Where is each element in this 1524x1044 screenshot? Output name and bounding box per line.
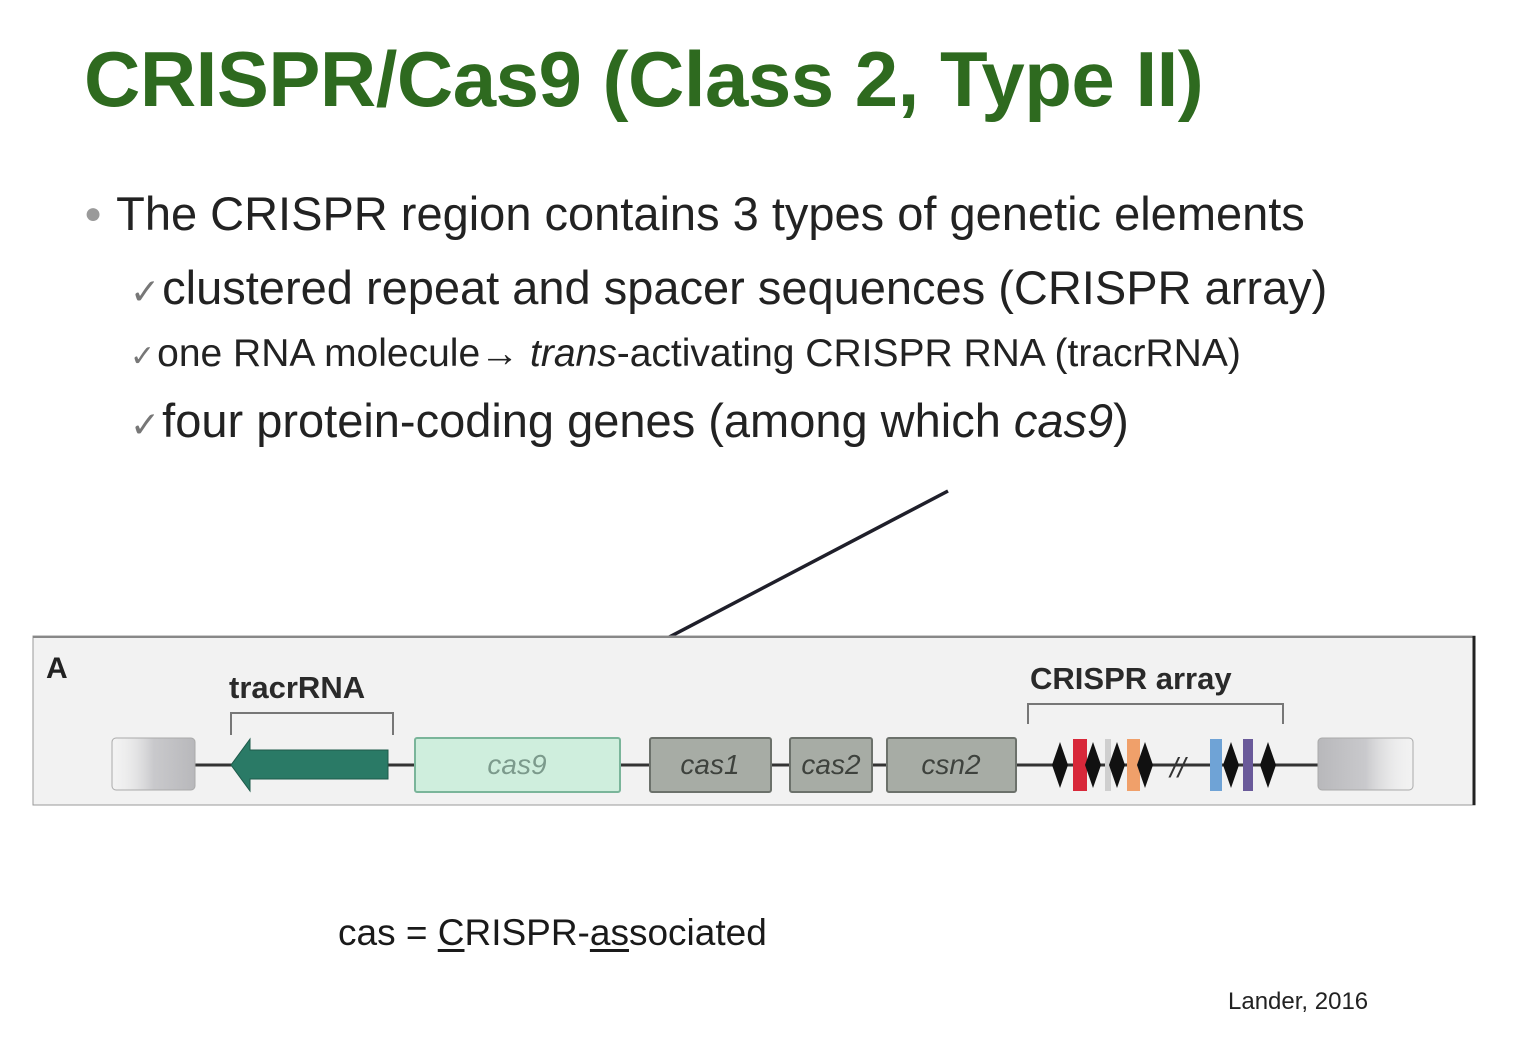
gene-csn2-label: csn2	[921, 749, 981, 780]
bullet-main: ● The CRISPR region contains 3 types of g…	[84, 186, 1305, 241]
panel-label: A	[46, 652, 68, 685]
footnote-suffix: sociated	[628, 912, 767, 953]
repeat-diamond	[1109, 742, 1125, 788]
footnote-as: as	[589, 912, 629, 953]
gene-cas9-label: cas9	[487, 749, 546, 780]
repeat-diamond	[1137, 742, 1153, 788]
slide-title: CRISPR/Cas9 (Class 2, Type II)	[84, 35, 1204, 123]
crispr-array-label: CRISPR array	[1030, 661, 1232, 696]
sub-bullet-protein-genes: ✓four protein-coding genes (among which …	[130, 393, 1129, 448]
spacer-orange	[1127, 739, 1140, 791]
bullet-main-text: The CRISPR region contains 3 types of ge…	[116, 187, 1305, 240]
gene-csn2	[886, 737, 1017, 793]
tracrrna-bracket	[230, 712, 394, 735]
sub-bullet-italic: trans	[530, 332, 617, 375]
footnote-cas-definition: cas = CRISPR-associated	[338, 912, 767, 954]
repeat-diamond	[1223, 742, 1239, 788]
locus-end-left	[111, 737, 196, 791]
sub-bullet-crispr-array: ✓clustered repeat and spacer sequences (…	[130, 260, 1327, 315]
footnote-c: C	[437, 912, 465, 953]
spacer-red	[1073, 739, 1087, 791]
gene-cas2	[789, 737, 873, 793]
gene-cas1	[649, 737, 772, 793]
right-arrow-icon: →	[480, 332, 530, 375]
tracrrna-arrow-icon	[230, 737, 389, 793]
sub-bullet-text-b: -activating CRISPR RNA (tracrRNA)	[616, 332, 1241, 375]
checkmark-icon: ✓	[130, 340, 156, 373]
tracrrna-label: tracrRNA	[229, 670, 365, 705]
checkmark-icon: ✓	[130, 404, 161, 445]
sub-bullet-text-a: one RNA molecule	[157, 332, 481, 375]
repeat-diamond	[1085, 742, 1101, 788]
gene-cas9	[414, 737, 621, 793]
crispr-array-bracket	[1027, 703, 1284, 724]
break-mark: //	[1168, 752, 1189, 783]
bullet-dot-icon: ●	[84, 196, 103, 230]
checkmark-icon: ✓	[130, 271, 161, 312]
spacer-blue	[1210, 739, 1222, 791]
footnote-prefix: cas =	[338, 912, 438, 953]
footnote-mid: RISPR-	[464, 912, 590, 953]
spacer-gray	[1105, 739, 1111, 791]
spacer-purple	[1243, 739, 1253, 791]
gene-cas2-label: cas2	[801, 749, 861, 780]
sub-bullet-italic: cas9	[1013, 394, 1114, 447]
repeat-diamond	[1260, 742, 1276, 788]
repeat-diamond	[1052, 742, 1068, 788]
gene-cas1-label: cas1	[680, 749, 739, 780]
sub-bullet-text-b: )	[1113, 394, 1129, 447]
crispr-array: //	[1052, 739, 1276, 791]
source-credit: Lander, 2016	[1228, 988, 1369, 1015]
sub-bullet-tracrrna: ✓one RNA molecule→ trans-activating CRIS…	[130, 332, 1241, 376]
sub-bullet-text: clustered repeat and spacer sequences (C…	[162, 261, 1328, 314]
locus-end-right	[1317, 737, 1414, 791]
sub-bullet-text-a: four protein-coding genes (among which	[162, 394, 1014, 447]
